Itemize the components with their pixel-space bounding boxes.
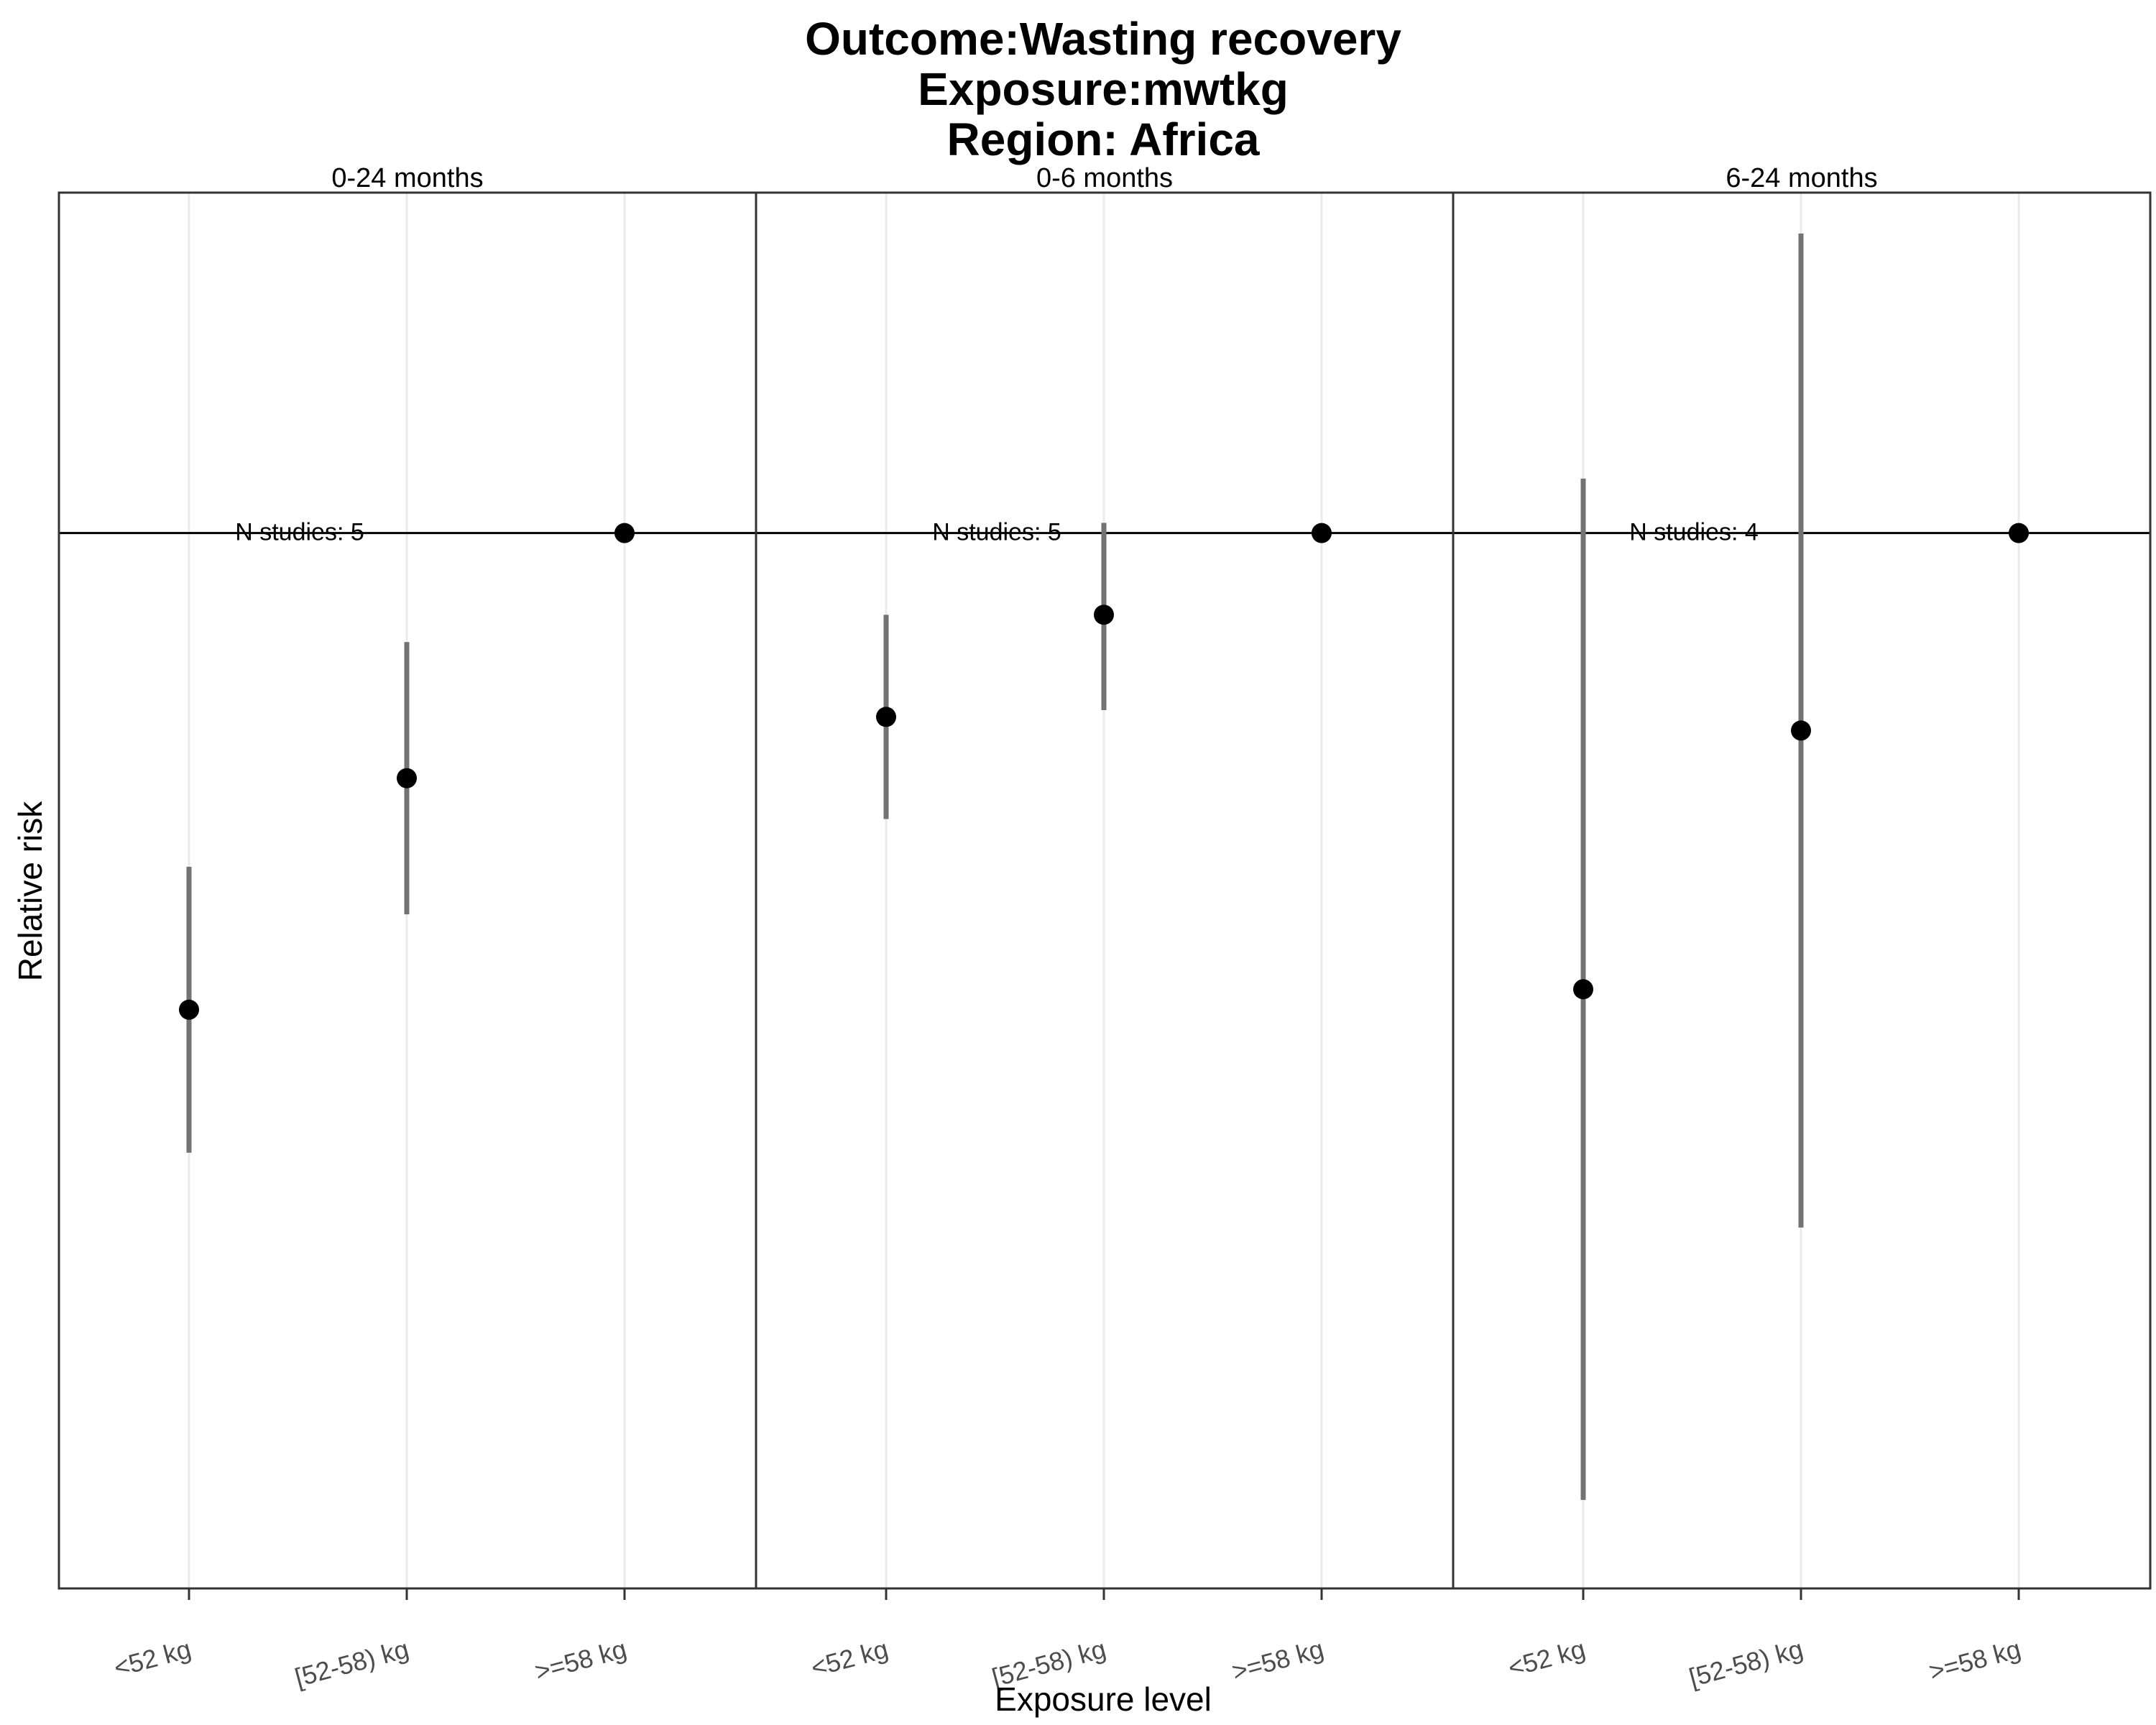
title-line-1: Outcome:Wasting recovery [805,13,1401,65]
facet-panel: N studies: 4 6-24 months <52 kg [52-58) kg >… [1452,163,2152,1693]
x-tick-label: >=58 kg [532,1634,630,1686]
chart-title: Outcome:Wasting recovery Exposure:mwtkg … [805,13,1401,165]
y-axis-title: Relative risk [11,801,49,982]
facet-strip-label: 0-24 months [331,163,483,193]
x-tick-label: >=58 kg [1926,1634,2024,1686]
facet-panel: N studies: 5 0-24 months <52 kg [52-58) kg >… [57,163,757,1693]
title-line-2: Exposure:mwtkg [918,63,1289,115]
n-studies-label: N studies: 5 [932,519,1061,546]
x-tick-label: [52-58) kg [1686,1634,1806,1693]
facet-panel: N studies: 50-6 months<52 kg [52-58) kg >=… [755,163,1455,1693]
facet-panels: N studies: 5 0-24 months <52 kg [52-58) kg >… [57,163,2152,1693]
x-axis-title: Exposure level [995,1680,1212,1718]
facet-strip-label: 0-6 months [1036,163,1173,193]
title-line-3: Region: Africa [947,114,1260,165]
data-point [876,707,896,727]
x-tick-label: >=58 kg [1229,1634,1327,1686]
facet-strip-label: 6-24 months [1726,163,1877,193]
data-point [1094,604,1114,625]
data-point [1312,523,1332,543]
n-studies-label: N studies: 4 [1629,519,1759,546]
x-tick-label: <52 kg [808,1634,891,1683]
data-point [179,999,199,1020]
data-point [1573,979,1593,1000]
x-tick-label: <52 kg [1505,1634,1588,1683]
data-point [1791,720,1811,741]
data-point [614,523,635,543]
x-tick-label: [52-58) kg [292,1634,412,1693]
data-point [2009,523,2029,543]
data-point [397,768,417,788]
x-tick-label: <52 kg [111,1634,194,1683]
n-studies-label: N studies: 5 [235,519,364,546]
